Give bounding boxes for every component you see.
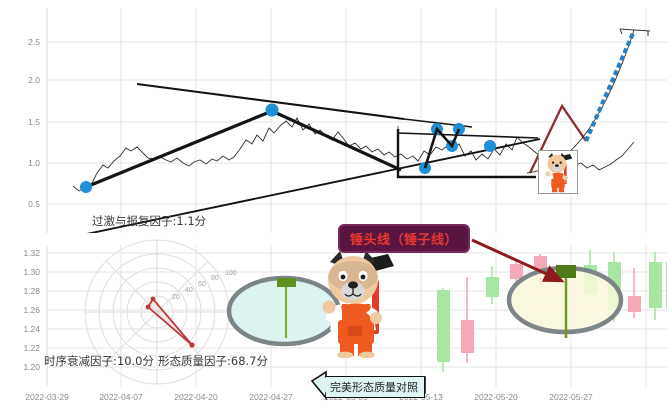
ytick-upper-2: 1.5 bbox=[28, 117, 40, 127]
ytick-upper-1: 2.0 bbox=[28, 75, 40, 85]
support-ascending-trendline bbox=[86, 138, 541, 233]
xtick-0: 2022-03-29 bbox=[25, 392, 69, 402]
upper-plot-grid bbox=[46, 8, 667, 233]
projection-cap bbox=[619, 28, 651, 32]
ytick-lower-1: 1.30 bbox=[23, 267, 40, 277]
candle-2 bbox=[461, 277, 474, 363]
xtick-7: 2022-05-27 bbox=[549, 392, 593, 402]
candle-9 bbox=[628, 268, 641, 318]
pivot-marker-mid-2 bbox=[484, 140, 496, 152]
lower-y-axis-ticks: 1.32 1.30 1.28 1.26 1.24 1.22 1.20 bbox=[23, 248, 40, 372]
ytick-lower-3: 1.26 bbox=[23, 305, 40, 315]
hammer-line-badge[interactable]: 锤头线（锤子线） bbox=[338, 224, 471, 253]
xtick-6: 2022-05-20 bbox=[474, 392, 518, 402]
x-axis-ticks: 2022-03-29 2022-04-07 2022-04-20 2022-04… bbox=[25, 392, 593, 402]
mascot-thumbnail-box bbox=[538, 150, 578, 194]
ytick-lower-0: 1.32 bbox=[23, 248, 40, 258]
ytick-lower-5: 1.22 bbox=[23, 343, 40, 353]
reference-hammer-body bbox=[277, 278, 296, 287]
pivot-marker-high-1 bbox=[265, 103, 279, 117]
hammer-pointer-arrow bbox=[471, 238, 565, 283]
upper-y-axis-ticks: 2.5 2.0 1.5 1.0 0.5 bbox=[28, 37, 40, 209]
radar-data-polygon bbox=[146, 297, 193, 346]
annotation-quality-factor: 形态质量因子:68.7分 bbox=[158, 354, 268, 368]
xtick-2: 2022-04-20 bbox=[174, 392, 218, 402]
candle-11 bbox=[666, 262, 667, 308]
pivot-markers bbox=[80, 103, 496, 193]
dog-with-hammer-mascot-small bbox=[545, 152, 573, 193]
dog-with-hammer-mascot bbox=[322, 251, 394, 358]
resistance-descending-trendline bbox=[271, 109, 402, 172]
upper-descending-trendline bbox=[136, 82, 405, 121]
projection-cap-left bbox=[619, 28, 623, 35]
upper-trendlines bbox=[85, 82, 541, 233]
lower-ascending-trendline bbox=[85, 109, 273, 189]
annotation-overreaction-factor: 过激与报复因子:1.1分 bbox=[92, 214, 207, 228]
perfect-hammer-reference bbox=[226, 275, 342, 347]
radar-ring-label-80: 80 bbox=[211, 275, 219, 282]
radar-ring-label-20: 20 bbox=[172, 294, 180, 301]
wedge-upper-line bbox=[397, 132, 539, 139]
blue-projection-arrow bbox=[584, 30, 636, 142]
radar-ring-label-60: 60 bbox=[198, 281, 206, 288]
ytick-upper-0: 2.5 bbox=[28, 37, 40, 47]
radar-ring-label-40: 40 bbox=[185, 287, 193, 294]
compare-banner-label: 完美形态质量对照 bbox=[326, 376, 425, 398]
mascot-callout-bracket bbox=[396, 129, 536, 179]
pivot-marker-low-1 bbox=[80, 181, 92, 193]
radar-ring-label-100: 100 bbox=[225, 270, 237, 277]
candle-1 bbox=[437, 288, 450, 372]
ytick-lower-6: 1.20 bbox=[23, 362, 40, 372]
annotation-decay-factor: 时序衰减因子:10.0分 bbox=[44, 354, 154, 368]
ytick-upper-3: 1.0 bbox=[28, 158, 40, 168]
ytick-upper-4: 0.5 bbox=[28, 199, 40, 209]
xtick-3: 2022-04-27 bbox=[249, 392, 293, 402]
candle-3 bbox=[486, 266, 499, 304]
xtick-1: 2022-04-07 bbox=[99, 392, 143, 402]
candle-10 bbox=[649, 252, 662, 320]
ytick-lower-2: 1.28 bbox=[23, 286, 40, 296]
ytick-lower-4: 1.24 bbox=[23, 324, 40, 334]
